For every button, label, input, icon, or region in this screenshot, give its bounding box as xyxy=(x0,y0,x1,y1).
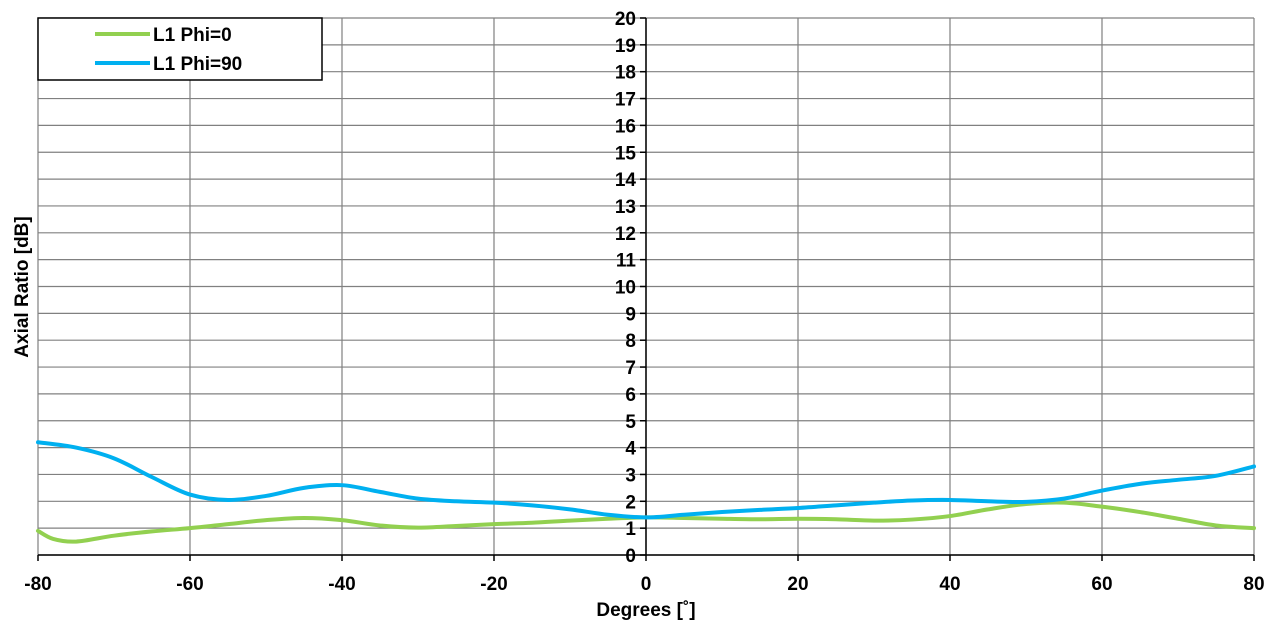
y-tick-label: 13 xyxy=(615,197,636,218)
y-tick-label: 20 xyxy=(615,9,636,30)
series-layer xyxy=(36,440,1256,544)
y-tick-label: 5 xyxy=(625,412,636,433)
axis-layer xyxy=(37,17,1255,561)
y-tick-label: 0 xyxy=(625,546,636,567)
x-tick-label: -60 xyxy=(176,574,203,595)
x-tick-label: 20 xyxy=(787,574,808,595)
y-tick-label: 4 xyxy=(625,439,636,460)
x-tick-label: 0 xyxy=(641,574,652,595)
y-tick-label: 16 xyxy=(615,116,636,137)
legend: L1 Phi=0 L1 Phi=90 xyxy=(37,17,323,81)
x-tick-label: 80 xyxy=(1243,574,1264,595)
y-tick-label: 2 xyxy=(625,492,636,513)
y-tick-label: 18 xyxy=(615,63,636,84)
series-line-1 xyxy=(36,440,1256,520)
legend-box xyxy=(37,17,323,81)
y-tick-label: 6 xyxy=(625,385,636,406)
y-tick-label: 12 xyxy=(615,224,636,245)
x-tick-label: -40 xyxy=(328,574,355,595)
y-tick-label: 19 xyxy=(615,36,636,57)
y-axis-title: Axial Ratio [dB] xyxy=(12,216,33,357)
y-tick-label: 1 xyxy=(625,519,636,540)
legend-label-phi0: L1 Phi=0 xyxy=(153,25,232,46)
y-tick-label: 10 xyxy=(615,278,636,299)
x-tick-label: -20 xyxy=(480,574,507,595)
y-tick-label: 14 xyxy=(615,170,637,191)
y-tick-label: 15 xyxy=(615,143,637,164)
x-tick-label: 40 xyxy=(939,574,960,595)
y-tick-label: 7 xyxy=(625,358,636,379)
y-tick-label: 3 xyxy=(625,465,636,486)
legend-label-phi90: L1 Phi=90 xyxy=(153,54,242,75)
y-tick-label: 9 xyxy=(625,304,636,325)
x-tick-label: 60 xyxy=(1091,574,1112,595)
x-axis-title: Degrees [˚] xyxy=(596,600,695,621)
x-tick-label: -80 xyxy=(24,574,51,595)
y-tick-label: 17 xyxy=(615,90,636,111)
y-tick-label: 8 xyxy=(625,331,636,352)
y-tick-label: 11 xyxy=(616,251,637,272)
